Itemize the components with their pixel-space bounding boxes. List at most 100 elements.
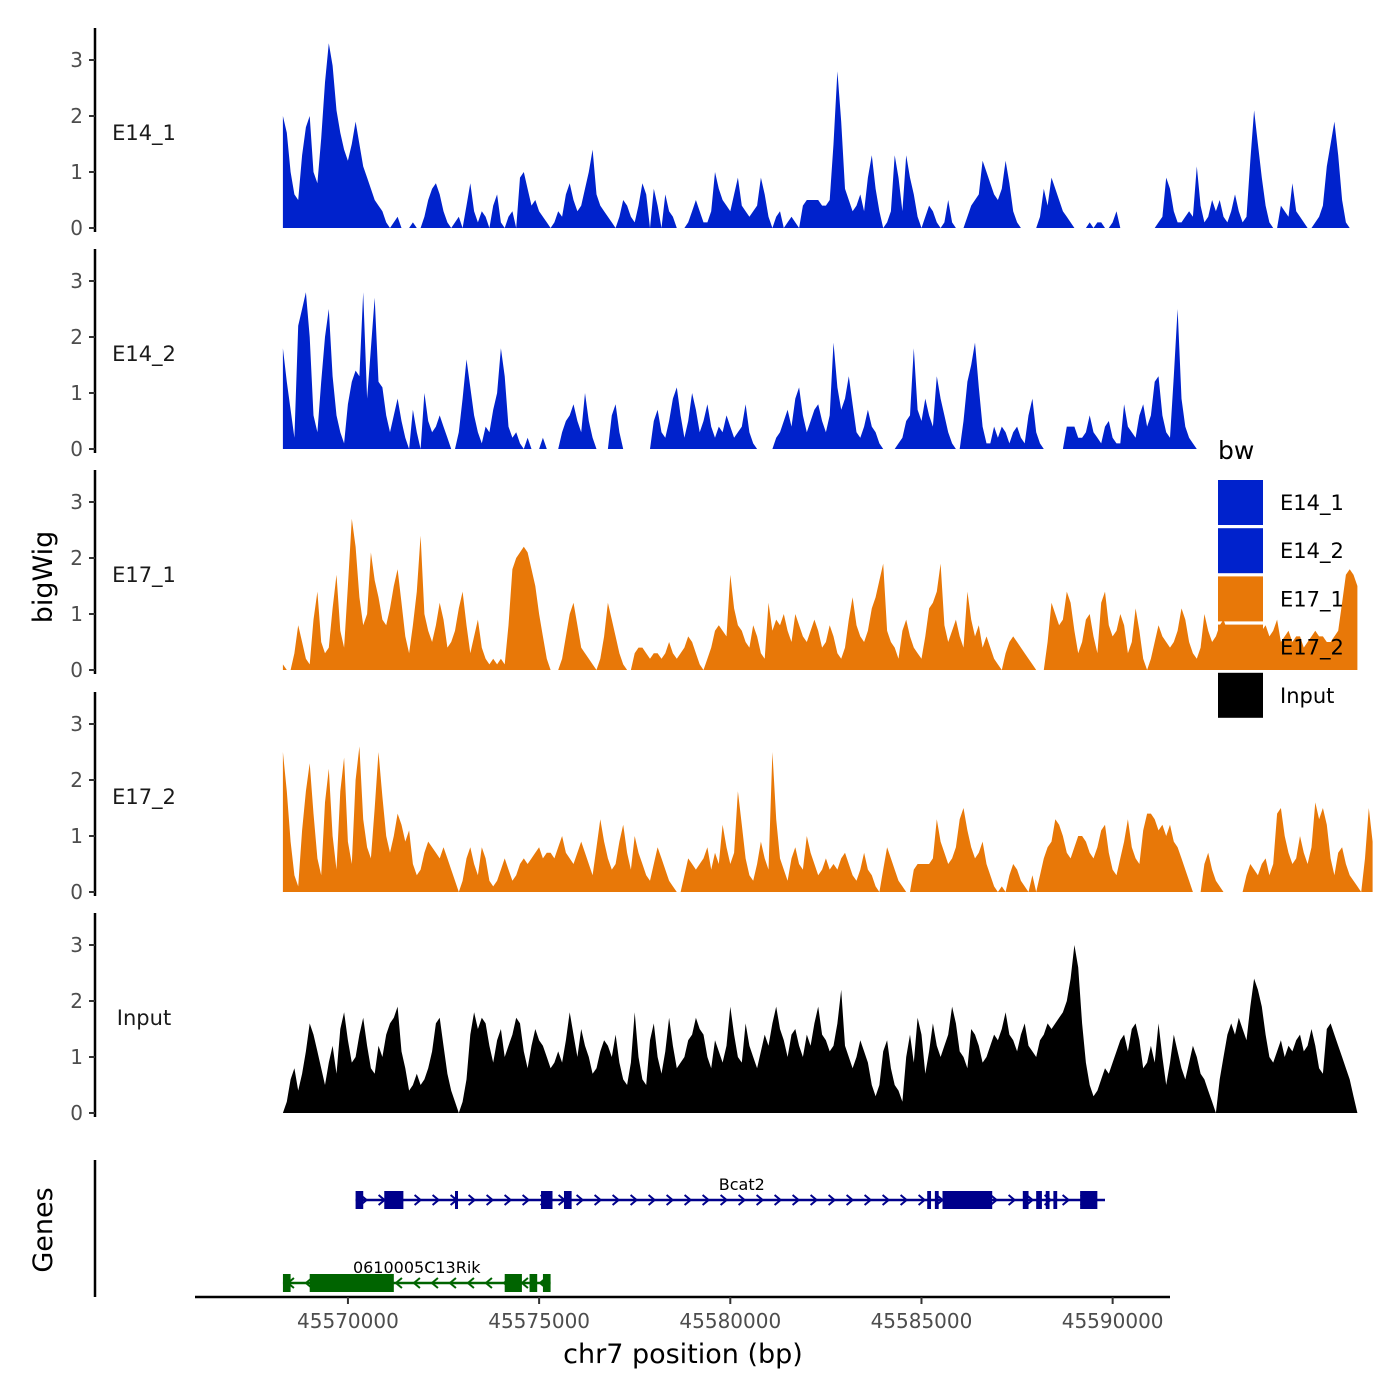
track-e14-2: 0 1 2 3 E14_2: [70, 249, 1373, 461]
legend-swatch-input: [1218, 672, 1263, 718]
exon-block: [309, 1274, 394, 1292]
y-tick-label: 2: [70, 325, 83, 349]
strand-arrow: [755, 1194, 765, 1206]
legend-label-e17-2: E17_2: [1280, 636, 1344, 661]
exon-block: [282, 1274, 291, 1292]
strand-arrow: [629, 1194, 639, 1206]
y-tick-label: 1: [70, 824, 83, 848]
exon-block: [541, 1191, 553, 1209]
strand-arrow: [484, 1277, 493, 1289]
strand-arrow: [881, 1194, 891, 1206]
strand-arrow: [503, 1194, 513, 1206]
strand-arrow: [827, 1194, 837, 1206]
strand-arrow: [737, 1194, 747, 1206]
strand-arrow: [430, 1277, 439, 1289]
strand-arrow: [773, 1194, 783, 1206]
exon-block: [1036, 1191, 1042, 1209]
strand-arrow: [1025, 1194, 1035, 1206]
strand-arrow: [989, 1194, 999, 1206]
coverage-area-input: [282, 945, 1358, 1113]
exon-block: [455, 1191, 458, 1209]
legend: bw E14_1 E14_2 E17_1 E17_2 Input: [1218, 436, 1344, 718]
y-tick-label: 1: [70, 160, 83, 184]
strand-arrow: [701, 1194, 711, 1206]
legend-label-input: Input: [1280, 684, 1334, 708]
strand-arrow: [809, 1194, 819, 1206]
coverage-area-e17-2: [282, 746, 1373, 892]
gene-bcat2: Bcat2: [355, 1175, 1105, 1209]
track-e17-1: 0 1 2 3 E17_1: [70, 470, 1358, 682]
strand-arrow: [791, 1194, 801, 1206]
strand-arrow: [1007, 1194, 1017, 1206]
y-axis-title: bigWig: [28, 531, 59, 624]
y-tick-label: 0: [70, 216, 83, 240]
y-tick-label: 3: [70, 490, 83, 514]
y-tick-label: 0: [70, 437, 83, 461]
legend-swatch-e17-2: [1218, 624, 1263, 670]
strand-arrow: [899, 1194, 909, 1206]
coverage-area-e14-1: [282, 43, 1350, 229]
legend-swatch-e14-1: [1218, 480, 1263, 525]
y-tick-label: 3: [70, 269, 83, 293]
strand-arrow: [611, 1194, 621, 1206]
x-tick-label: 45575000: [488, 1309, 590, 1333]
exon-block: [927, 1191, 932, 1209]
strand-arrow: [467, 1194, 477, 1206]
exon-block: [942, 1191, 993, 1209]
track-e17-2: 0 1 2 3 E17_2: [70, 692, 1373, 904]
exon-block: [529, 1274, 538, 1292]
coverage-area-e14-2: [282, 292, 1373, 449]
coverage-area-e17-1: [282, 518, 1358, 670]
strand-arrow: [448, 1277, 457, 1289]
track-label-e14-2: E14_2: [112, 342, 176, 367]
legend-label-e14-2: E14_2: [1280, 539, 1344, 564]
exon-block: [384, 1191, 404, 1209]
strand-arrow: [665, 1194, 675, 1206]
legend-swatch-e14-2: [1218, 528, 1263, 574]
legend-label-e17-1: E17_1: [1280, 587, 1344, 612]
y-tick-label: 1: [70, 602, 83, 626]
gene-label: 0610005C13Rik: [353, 1258, 481, 1277]
exon-block: [1053, 1191, 1058, 1209]
genes-panel: Bcat2 0610005C13Rik: [93, 1160, 1105, 1297]
track-label-e14-1: E14_1: [112, 121, 176, 146]
exon-block: [1045, 1191, 1050, 1209]
y-tick-label: 2: [70, 768, 83, 792]
strand-arrow: [719, 1194, 729, 1206]
x-tick-label: 45570000: [297, 1309, 399, 1333]
strand-arrow: [412, 1277, 421, 1289]
strand-arrow: [917, 1194, 927, 1206]
strand-arrow: [1061, 1194, 1071, 1206]
track-label-input: Input: [117, 1006, 171, 1030]
strand-arrow: [413, 1194, 423, 1206]
legend-title: bw: [1218, 436, 1254, 465]
gene-0610005c13rik: 0610005C13Rik: [282, 1258, 551, 1292]
strand-arrow: [485, 1194, 495, 1206]
strand-arrow: [431, 1194, 441, 1206]
y-tick-label: 0: [70, 1101, 83, 1125]
x-tick-label: 45585000: [871, 1309, 973, 1333]
strand-arrow: [683, 1194, 693, 1206]
x-tick-label: 45580000: [679, 1309, 781, 1333]
track-label-e17-2: E17_2: [112, 785, 176, 810]
strand-arrow: [845, 1194, 855, 1206]
exon-block: [1080, 1191, 1098, 1209]
y-tick-label: 3: [70, 48, 83, 72]
gene-label: Bcat2: [719, 1175, 765, 1194]
legend-swatch-e17-1: [1218, 576, 1263, 622]
exon-block: [563, 1191, 572, 1209]
track-input: 0 1 2 3 Input: [70, 913, 1358, 1125]
legend-label-e14-1: E14_1: [1280, 491, 1344, 516]
y-tick-label: 2: [70, 104, 83, 128]
track-e14-1: 0 1 2 3 E14_1: [70, 28, 1350, 240]
y-tick-label: 2: [70, 546, 83, 570]
strand-arrow: [575, 1194, 585, 1206]
strand-arrow: [394, 1277, 403, 1289]
exon-block: [355, 1191, 364, 1209]
y-tick-label: 3: [70, 712, 83, 736]
coverage-tracks: 0 1 2 3 E14_1 0 1 2 3 E14_2 0 1 2 3 E17_1 0 1 2 3 E17_2 0 1 2 3…: [70, 28, 1373, 1125]
track-label-e17-1: E17_1: [112, 563, 176, 588]
exon-block: [1022, 1191, 1029, 1209]
genes-axis-title: Genes: [28, 1187, 59, 1272]
